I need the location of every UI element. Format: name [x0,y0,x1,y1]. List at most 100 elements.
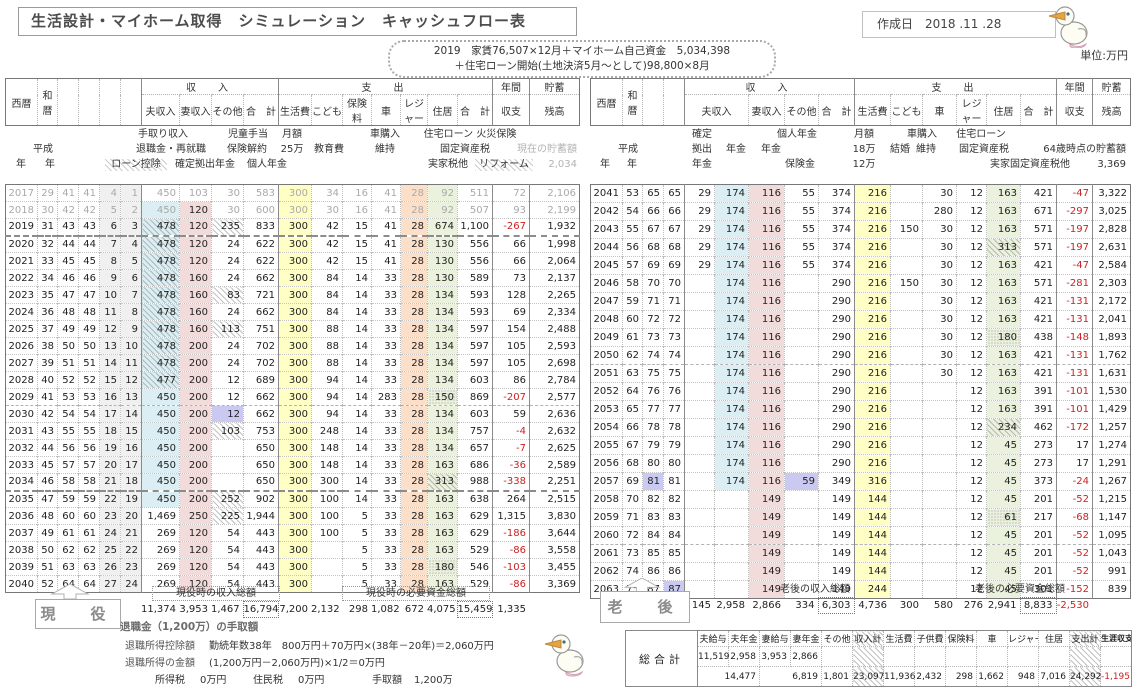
cell: 56 [78,439,100,457]
cell: 67 [622,436,643,455]
tax-line-item: 所得税 [155,675,185,686]
column-header: レジャー [400,94,428,126]
cell: 130 [427,235,458,253]
created-date: 作成日 2018 .11 .28 [862,11,1056,38]
cell [890,508,923,527]
cell: 174 [714,454,749,473]
cell: 149 [818,490,855,509]
cell: 174 [714,400,749,419]
cell: 2,303 [1092,274,1131,293]
cell: 450 [141,184,180,202]
cell: 60 [57,507,79,525]
cell: 76 [642,382,664,401]
cell: 290 [818,436,855,455]
cell: 86 [663,562,685,581]
cell: 144 [854,490,891,509]
cell: 75 [642,364,664,383]
cell: 216 [854,436,891,455]
cell: 28 [400,541,428,559]
grand-column-header: 支出計 [1069,630,1101,647]
cell: 33 [371,320,401,338]
cell: 686 [457,456,493,474]
table-row: 2040 52 64 64 27 24 269 120 54 443 300 5 33 28 163 529-… [5,575,580,593]
table-row: 2052 64 76 76 174 116 290 216 12 163 391 -101 1,530 [590,382,1131,401]
cell: 56 [622,238,643,257]
total-cell: 6,303 [817,597,855,614]
cell: 2038 [5,541,38,559]
column-header [642,78,664,126]
total-cell [5,602,37,618]
cell: 2037 [5,524,38,542]
grand-column-header: 収入計 [852,630,884,647]
cell: 54 [211,541,244,559]
cell: 28 [400,320,428,338]
cell: 1,998 [529,235,580,253]
cell: 16 [99,388,121,406]
cell: 149 [818,526,855,545]
cell: 116 [748,472,785,491]
cell: 92 [427,184,458,202]
cell: 150 [890,274,923,293]
total-cell: 8,833 [1019,597,1057,614]
cell: 33 [371,371,401,389]
cell: 134 [427,286,458,304]
table-row: 2054 66 78 78 174 116 290 216 12 234 462 -172 1,257 [590,418,1131,437]
cell: 24 [120,575,142,593]
cell: 17 [1056,436,1093,455]
cell: 269 [141,524,180,542]
cell: 216 [854,400,891,419]
cell: 14 [342,405,372,423]
cell: 25 [99,541,121,559]
cell: 88 [311,337,343,355]
table-row: 2039 51 63 63 26 23 269 120 54 443 300 5 33 28 180 546-… [5,558,580,576]
cell: 3 [120,218,142,237]
cell: 45 [986,490,1021,509]
cell: 264 [492,490,530,508]
cell: 11 [99,303,121,321]
up-arrow-icon [50,584,90,599]
cell: 160 [179,286,212,304]
cell: 144 [854,544,891,563]
cell: 84 [663,526,685,545]
calc-line-formula: (1,200万円－2,060万円)×1/2＝0万円 [209,658,385,669]
cell: 54 [211,558,244,576]
cell: 757 [457,422,493,440]
cell: 1,893 [1092,328,1131,347]
total-cell: 334 [795,600,815,611]
cell: 45 [986,580,1021,599]
cell: 662 [243,388,279,406]
cell: 150 [890,220,923,239]
cell: -101 [1056,382,1093,401]
calc-line-label: 退職所得控除額 [125,641,195,652]
cell: 83 [642,508,664,527]
cell [211,439,244,457]
retirement-payout-title: 退職金（1,200万）の手取額 [120,621,259,633]
table-row: 2036 48 60 60 23 20 1,469 250 225 1,944 300 100 5 33 2… [5,507,580,525]
cell: 200 [179,490,212,508]
cell: 116 [748,454,785,473]
cell: 1,274 [1092,436,1131,455]
grand-cell: 3,953 [759,646,791,667]
tax-line-item: 0万円 [298,675,325,686]
cell: 374 [818,184,855,203]
cell: 2043 [590,220,623,239]
column-header: 車 [371,94,401,126]
annotation-label: 確定拠出年金 [175,159,235,170]
annotation-label: 手取り収入 [138,129,188,140]
cell: 50 [78,337,100,355]
cell: 2062 [590,562,623,581]
cell: 662 [243,405,279,423]
cell [784,364,819,383]
cell: 200 [179,439,212,457]
cell: 63 [78,558,100,576]
total-cell [99,602,120,618]
cell: 94 [311,405,343,423]
column-header [99,78,121,126]
cell: 57 [57,456,79,474]
cell: 77 [663,400,685,419]
cell: 48 [57,303,79,321]
cell: 134 [427,320,458,338]
grand-cell: 948 [1007,666,1039,687]
cell: 72 [492,184,530,202]
